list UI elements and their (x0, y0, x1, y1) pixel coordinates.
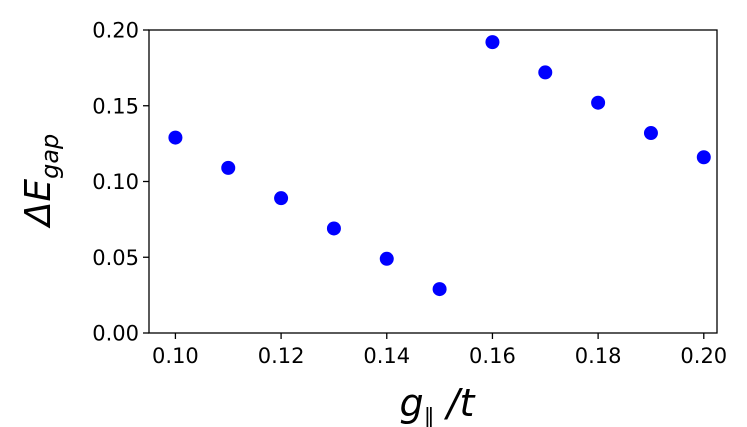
data-points (168, 35, 711, 297)
x-tick-label: 0.12 (258, 344, 305, 368)
x-tick-label: 0.20 (680, 344, 727, 368)
x-axis-label-main: g (400, 381, 424, 425)
data-point (379, 251, 394, 266)
x-tick-label: 0.14 (363, 344, 410, 368)
y-axis-label-sub: gap (36, 134, 64, 179)
x-tick-label: 0.10 (152, 344, 199, 368)
y-tick-label: 0.15 (92, 94, 139, 118)
data-point (591, 95, 606, 110)
y-axis-label-main: ΔE (18, 179, 59, 230)
y-tick-label: 0.20 (92, 19, 139, 43)
data-point (538, 65, 553, 80)
x-axis-label: g∥ /t (400, 381, 477, 427)
data-point (326, 221, 341, 236)
data-point (432, 282, 447, 297)
plot-frame (148, 29, 718, 334)
y-tick-label: 0.00 (92, 322, 139, 346)
x-tick-label: 0.18 (575, 344, 622, 368)
data-point (696, 150, 711, 165)
data-point (168, 130, 183, 145)
data-point (485, 35, 500, 50)
y-tick-label: 0.05 (92, 246, 139, 270)
data-point (221, 160, 236, 175)
y-tick-label: 0.10 (92, 170, 139, 194)
x-tick-label: 0.16 (469, 344, 516, 368)
data-point (643, 126, 658, 141)
data-point (274, 191, 289, 206)
y-axis-ticks: 0.00 0.05 0.10 0.15 0.20 (92, 19, 149, 346)
x-axis-ticks: 0.10 0.12 0.14 0.16 0.18 0.20 (152, 333, 727, 368)
y-axis-label: ΔEgap (18, 134, 64, 230)
x-axis-label-rest: /t (435, 381, 477, 425)
x-axis-label-sub: ∥ (424, 405, 435, 427)
